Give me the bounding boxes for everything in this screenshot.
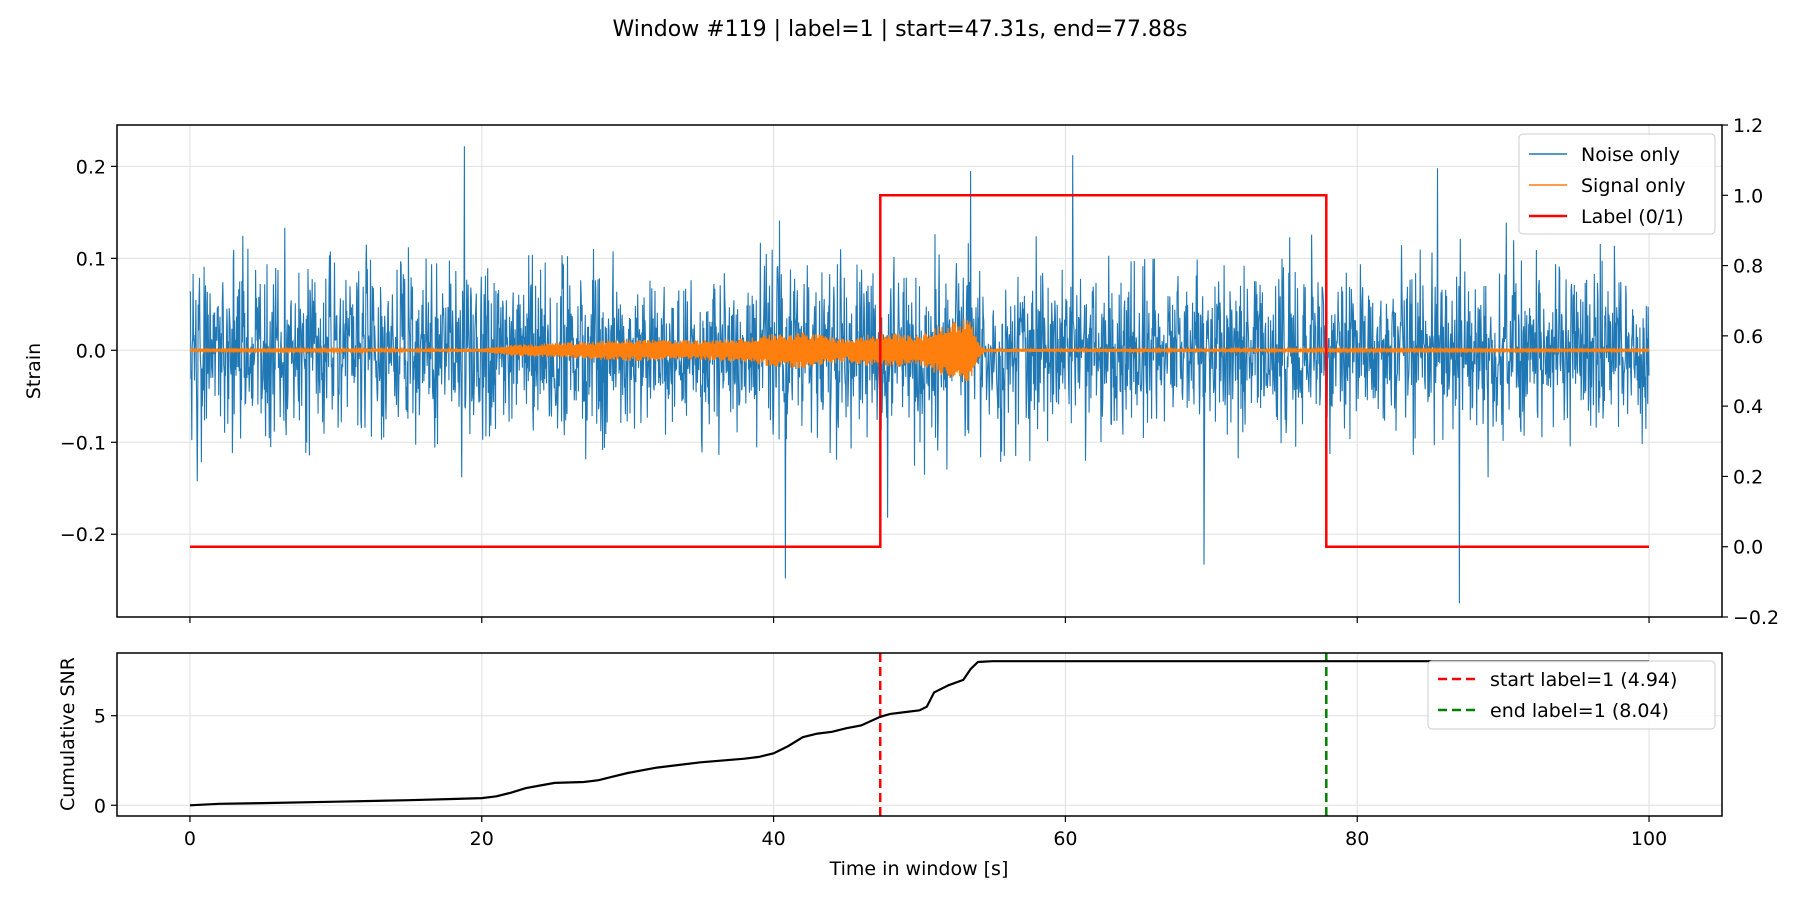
top-legend-box (1518, 133, 1716, 235)
top-legend: Noise only Signal only Label (0/1) (1518, 133, 1716, 235)
label-step-line (190, 194, 1649, 548)
signal-only-series (189, 319, 1650, 382)
bottom-legend: start label=1 (4.94) end label=1 (8.04) (1427, 660, 1716, 730)
bottom-legend-label: end label=1 (8.04) (1490, 700, 1669, 722)
cumulative-snr-line (189, 660, 1649, 807)
top-y-tick-label: −0.1 (60, 432, 106, 454)
top-y-ticks: −0.2 −0.1 0.0 0.1 0.2 (60, 156, 117, 546)
bottom-x-tick-label: 40 (761, 828, 785, 850)
top-y-tick-label: 0.2 (76, 156, 106, 178)
noise-only-series (189, 146, 1650, 604)
top-legend-label: Signal only (1581, 175, 1686, 197)
top-plot-frame (116, 124, 1723, 618)
bottom-legend-label: start label=1 (4.94) (1490, 669, 1677, 691)
top-y2-tick-label: −0.2 (1733, 607, 1779, 629)
top-y2-tick-label: 1.2 (1733, 115, 1763, 137)
top-y-axis-label: Strain (23, 343, 45, 399)
top-y-tick-label: −0.2 (60, 524, 106, 546)
top-y2-tick-label: 0.6 (1733, 326, 1763, 348)
top-y2-tick-label: 0.4 (1733, 396, 1763, 418)
top-y-tick-label: 0.0 (76, 340, 106, 362)
top-y-tick-label: 0.1 (76, 248, 106, 270)
bottom-y-tick-label: 5 (94, 706, 106, 728)
top-y2-tick-label: 0.0 (1733, 537, 1763, 559)
bottom-x-tick-label: 80 (1345, 828, 1369, 850)
top-x-ticks (189, 617, 1650, 623)
bottom-panel: 0 20 40 60 80 100 05 Time in window [s] Cumul… (57, 652, 1723, 880)
bottom-x-tick-label: 20 (470, 828, 494, 850)
signal-only-line (189, 319, 1650, 382)
top-panel: −0.2 −0.1 0.0 0.1 0.2 −0.2 0.0 0.2 0.4 0.6 0.8 1.0… (23, 115, 1779, 629)
bottom-x-axis-label: Time in window [s] (829, 858, 1009, 880)
cumulative-snr-series (189, 660, 1649, 807)
bottom-x-ticks: 0 20 40 60 80 100 (184, 816, 1667, 850)
bottom-y-axis-label: Cumulative SNR (57, 657, 79, 811)
noise-only-line (189, 146, 1650, 604)
bottom-y-ticks: 05 (94, 706, 117, 817)
top-y2-ticks: −0.2 0.0 0.2 0.4 0.6 0.8 1.0 1.2 (1722, 115, 1779, 629)
bottom-plot-frame (116, 652, 1723, 817)
figure-title: Window #119 | label=1 | start=47.31s, en… (612, 17, 1187, 42)
top-y2-tick-label: 1.0 (1733, 185, 1763, 207)
label-series (190, 194, 1649, 548)
bottom-x-tick-label: 100 (1631, 828, 1667, 850)
top-legend-label: Label (0/1) (1581, 206, 1684, 228)
bottom-legend-box (1427, 660, 1716, 730)
bottom-x-tick-label: 60 (1053, 828, 1077, 850)
bottom-x-tick-label: 0 (184, 828, 196, 850)
top-y2-tick-label: 0.2 (1733, 466, 1763, 488)
bottom-y-tick-label: 0 (94, 795, 106, 817)
top-legend-label: Noise only (1581, 144, 1680, 166)
top-y2-tick-label: 0.8 (1733, 256, 1763, 278)
